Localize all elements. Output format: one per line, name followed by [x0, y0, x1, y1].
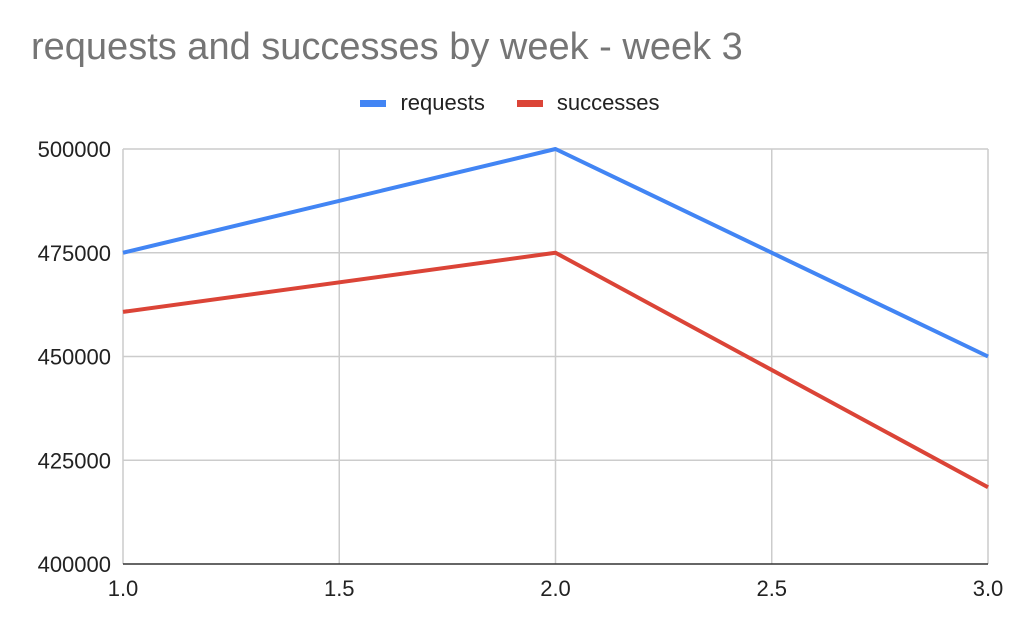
chart-title: requests and successes by week - week 3	[31, 26, 743, 68]
legend-swatch-requests	[360, 99, 387, 107]
x-tick-label: 2.5	[756, 576, 787, 601]
legend-label-requests: requests	[400, 90, 485, 115]
x-tick-label: 3.0	[973, 576, 1004, 601]
data-point-requests	[554, 147, 558, 151]
x-tick-label: 2.0	[540, 576, 571, 601]
y-tick-label: 425000	[38, 448, 111, 473]
legend-item-successes[interactable]: successes	[516, 90, 660, 116]
series-line-successes	[122, 250, 989, 489]
data-point-requests	[986, 355, 990, 359]
data-point-successes	[554, 251, 558, 255]
data-point-requests	[121, 251, 125, 255]
legend-swatch-successes	[516, 99, 543, 107]
x-tick-label: 1.5	[324, 576, 355, 601]
y-tick-label: 450000	[38, 345, 111, 370]
legend-item-requests[interactable]: requests	[360, 90, 485, 116]
data-point-successes	[121, 310, 125, 314]
y-tick-label: 400000	[38, 552, 111, 577]
y-tick-label: 475000	[38, 241, 111, 266]
y-tick-label: 500000	[38, 137, 111, 162]
data-point-successes	[986, 485, 990, 489]
legend-label-successes: successes	[556, 90, 660, 115]
legend: requests successes	[0, 90, 1020, 116]
x-tick-label: 1.0	[108, 576, 139, 601]
series-line-requests	[122, 147, 989, 359]
